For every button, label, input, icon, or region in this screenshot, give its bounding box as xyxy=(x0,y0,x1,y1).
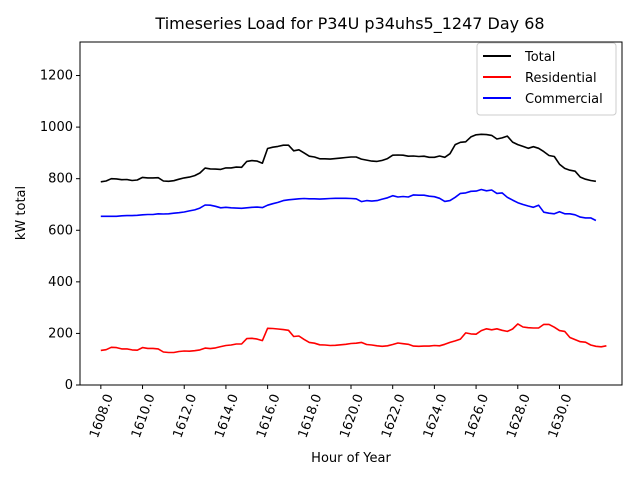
y-tick-label: 600 xyxy=(48,223,73,238)
y-axis: 0 200 400 600 800 1000 1200 xyxy=(40,69,80,393)
x-axis-label: Hour of Year xyxy=(311,451,391,466)
series-line-total xyxy=(100,133,597,183)
y-tick-label: 1000 xyxy=(40,120,73,135)
chart-title: Timeseries Load for P34U p34uhs5_1247 Da… xyxy=(154,14,544,34)
series-line-residential xyxy=(100,323,607,354)
y-tick-label: 800 xyxy=(48,172,73,187)
y-tick-label: 0 xyxy=(65,378,73,393)
legend-box xyxy=(476,42,617,116)
series-layer xyxy=(100,133,607,354)
y-tick-label: 200 xyxy=(48,326,73,341)
legend-label-residential: Residential xyxy=(525,71,597,86)
legend: Total Residential Commercial xyxy=(476,42,617,116)
legend-label-commercial: Commercial xyxy=(525,92,603,107)
y-tick-label: 400 xyxy=(48,275,73,290)
series-line-commercial xyxy=(100,188,597,222)
y-tick-label: 1200 xyxy=(40,69,73,84)
legend-label-total: Total xyxy=(524,50,555,65)
y-axis-label: kW total xyxy=(14,186,29,240)
